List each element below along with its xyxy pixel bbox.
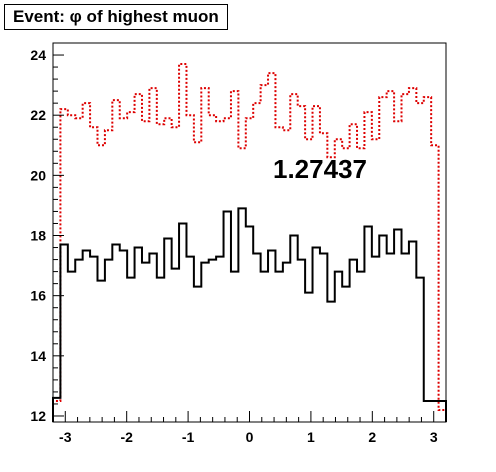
x-tick-label: 2 [368,429,376,445]
y-tick-label: 20 [30,167,46,183]
y-tick-label: 24 [30,47,46,63]
series-1-line [52,63,447,422]
y-tick-label: 18 [30,228,46,244]
x-tick-label: -3 [59,429,72,445]
plot-frame [52,42,447,423]
y-tick-label: 16 [30,288,46,304]
annotation-value: 1.27437 [273,154,367,184]
series-2-line [52,207,447,422]
x-tick-label: 1 [307,429,315,445]
x-tick-label: 3 [430,429,438,445]
x-tick-label: -1 [182,429,195,445]
chart-title: Event: φ of highest muon [4,4,228,30]
series-layer [52,63,447,422]
y-tick-label: 12 [30,408,46,424]
x-tick-label: -2 [120,429,133,445]
y-tick-label: 22 [30,107,46,123]
x-tick-label: 0 [246,429,254,445]
y-tick-label: 14 [30,348,46,364]
